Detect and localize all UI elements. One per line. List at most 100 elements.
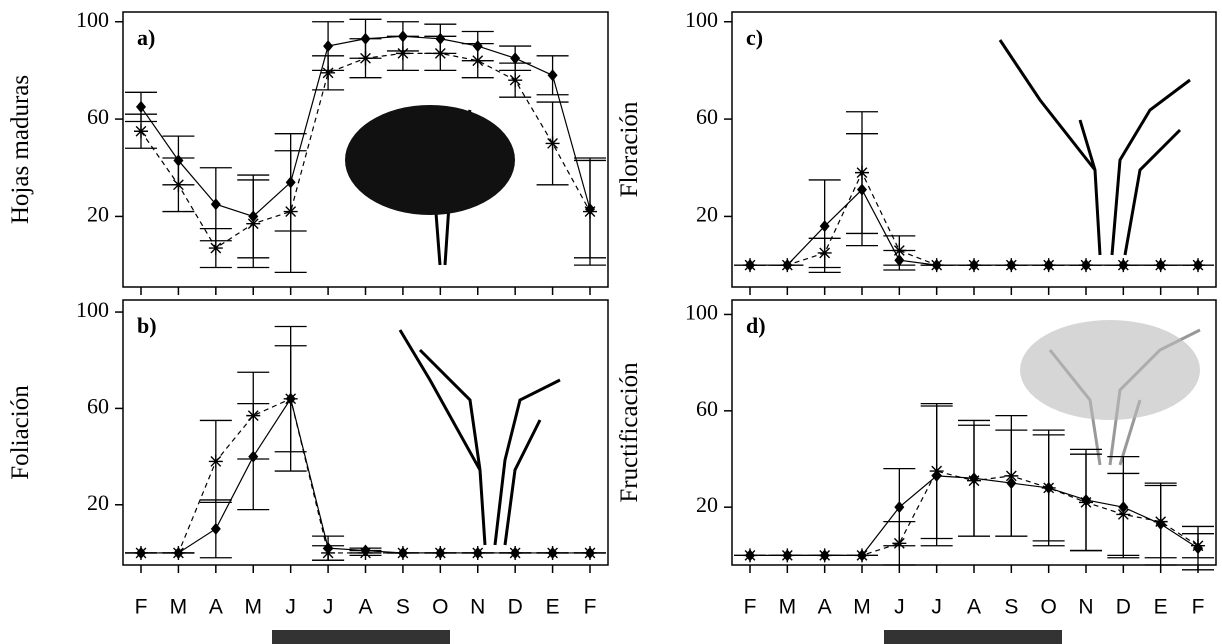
- plot-frame: [731, 11, 1217, 288]
- x-tick-label: O: [432, 596, 448, 619]
- panel-label: d): [746, 313, 766, 338]
- y-tick-label: 60: [696, 396, 718, 421]
- diamond-marker: [210, 522, 221, 535]
- x-tick-label: F: [584, 596, 597, 619]
- x-tick-label: D: [508, 596, 523, 619]
- asterisk-marker: [171, 177, 186, 192]
- panel-label: c): [746, 25, 763, 50]
- asterisk-marker: [1153, 258, 1168, 273]
- asterisk-marker: [395, 545, 410, 560]
- asterisk-marker: [1191, 258, 1205, 273]
- x-tick-label: E: [1154, 596, 1168, 619]
- y-tick-label: 60: [87, 104, 109, 129]
- asterisk-marker: [1153, 514, 1168, 529]
- x-tick-label: A: [818, 596, 832, 619]
- asterisk-marker: [283, 204, 298, 219]
- diamond-marker: [510, 52, 521, 65]
- tree-illustration: [1020, 320, 1201, 466]
- panel-label: a): [137, 25, 155, 50]
- x-tick-label: J: [894, 596, 905, 619]
- series-line: [141, 397, 590, 554]
- asterisk-marker: [743, 548, 757, 563]
- season-bar: [884, 630, 1062, 644]
- x-tick-label: M: [170, 596, 188, 619]
- asterisk-marker: [855, 165, 869, 180]
- asterisk-marker: [780, 548, 795, 563]
- y-axis-title: Hojas maduras: [7, 75, 34, 224]
- diamond-marker: [323, 40, 334, 53]
- x-tick-label: J: [323, 596, 334, 619]
- x-tick-label: D: [1116, 596, 1131, 619]
- asterisk-marker: [780, 258, 795, 273]
- asterisk-marker: [743, 258, 757, 273]
- asterisk-marker: [171, 545, 186, 560]
- asterisk-marker: [433, 46, 448, 61]
- asterisk-marker: [1191, 538, 1205, 553]
- asterisk-marker: [208, 241, 223, 256]
- x-tick-label: M: [853, 596, 871, 619]
- tree-illustration: [998, 39, 1191, 256]
- asterisk-marker: [321, 545, 336, 560]
- asterisk-marker: [1079, 495, 1093, 510]
- asterisk-marker: [967, 473, 981, 488]
- x-tick-label: S: [1004, 596, 1018, 619]
- asterisk-marker: [817, 245, 832, 260]
- asterisk-marker: [1079, 258, 1093, 273]
- y-tick-label: 20: [696, 492, 718, 517]
- asterisk-marker: [929, 258, 944, 273]
- asterisk-marker: [1041, 258, 1056, 273]
- asterisk-marker: [358, 51, 373, 66]
- diamond-marker: [894, 501, 905, 514]
- asterisk-marker: [246, 408, 261, 423]
- x-tick-label: A: [967, 596, 981, 619]
- y-tick-label: 100: [76, 7, 109, 32]
- asterisk-marker: [358, 545, 373, 560]
- x-tick-label: F: [1192, 596, 1205, 619]
- x-tick-label: N: [470, 596, 485, 619]
- asterisk-marker: [583, 204, 597, 219]
- asterisk-marker: [508, 545, 523, 560]
- asterisk-marker: [470, 53, 485, 68]
- y-tick-label: 20: [696, 201, 718, 226]
- x-tick-label: E: [546, 596, 560, 619]
- x-tick-label: O: [1040, 596, 1056, 619]
- x-tick-label: J: [285, 596, 296, 619]
- x-tick-label: A: [358, 596, 372, 619]
- y-tick-label: 100: [685, 300, 718, 325]
- asterisk-marker: [967, 258, 981, 273]
- panel-label: b): [137, 313, 157, 338]
- x-tick-label: A: [209, 596, 223, 619]
- asterisk-marker: [545, 545, 560, 560]
- asterisk-marker: [395, 46, 410, 61]
- y-tick-label: 20: [87, 490, 109, 515]
- y-tick-label: 100: [685, 7, 718, 32]
- x-tick-label: N: [1078, 596, 1093, 619]
- asterisk-marker: [929, 464, 944, 479]
- asterisk-marker: [892, 536, 907, 551]
- y-tick-label: 60: [87, 393, 109, 418]
- asterisk-marker: [1116, 507, 1131, 522]
- asterisk-marker: [1004, 468, 1019, 483]
- diamond-marker: [819, 220, 830, 233]
- x-tick-label: F: [135, 596, 148, 619]
- x-tick-label: F: [744, 596, 757, 619]
- diamond-marker: [136, 100, 146, 113]
- asterisk-marker: [134, 124, 148, 139]
- asterisk-marker: [433, 545, 448, 560]
- x-tick-label: M: [245, 596, 263, 619]
- asterisk-marker: [208, 454, 223, 469]
- y-axis-title: Floración: [616, 101, 643, 197]
- y-tick-label: 20: [87, 201, 109, 226]
- asterisk-marker: [1041, 480, 1056, 495]
- x-tick-label: J: [931, 596, 942, 619]
- asterisk-marker: [817, 548, 832, 563]
- series-line: [141, 397, 590, 554]
- tree-illustration: [398, 329, 561, 546]
- asterisk-marker: [545, 136, 560, 151]
- asterisk-marker: [583, 545, 597, 560]
- asterisk-marker: [892, 243, 907, 258]
- diamond-marker: [210, 198, 221, 211]
- asterisk-marker: [508, 73, 523, 88]
- asterisk-marker: [1004, 258, 1019, 273]
- diamond-marker: [547, 69, 558, 82]
